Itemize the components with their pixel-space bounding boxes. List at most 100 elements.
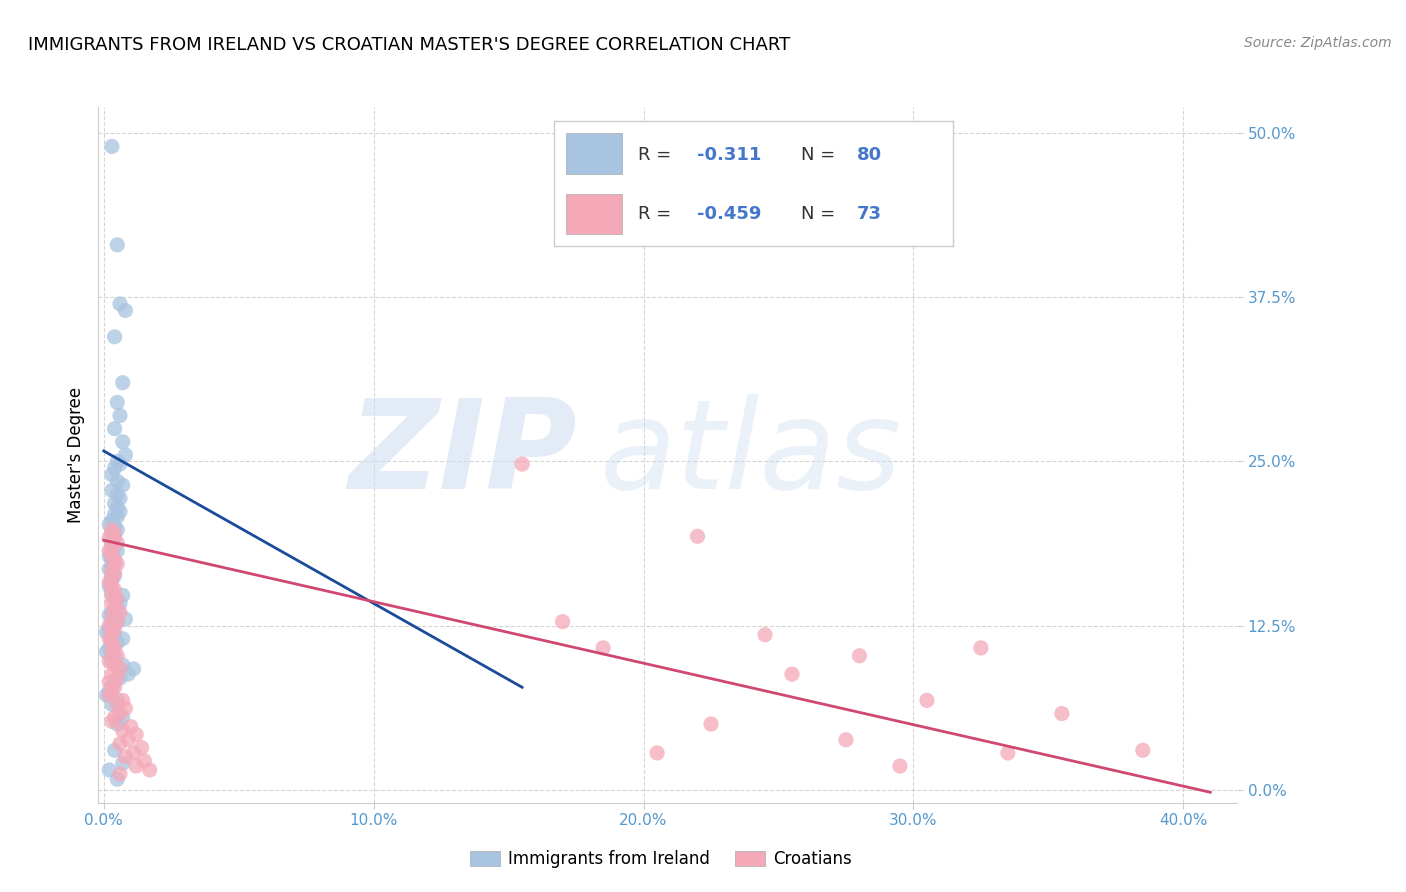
Point [131,740,153,755]
Point [104,648,127,663]
Point [122,662,145,676]
Point [101,667,124,681]
Point [101,514,124,528]
Point [98,688,121,702]
Point [105,509,128,524]
Point [101,549,124,563]
Point [117,732,139,747]
Point [105,698,128,712]
Point [105,523,128,537]
Point [105,543,128,558]
Point [134,754,156,768]
Point [111,632,134,646]
Point [101,566,124,580]
Point [104,422,127,436]
Point [101,635,124,649]
Point [108,671,131,685]
Point [105,557,128,571]
Point [101,645,124,659]
Point [104,592,127,607]
Point [108,606,131,620]
Point [114,612,136,626]
Point [104,623,127,637]
Point [754,628,776,642]
Point [105,238,128,252]
Point [101,573,124,587]
Point [108,297,131,311]
Point [98,640,121,655]
Point [104,566,127,580]
Point [111,693,134,707]
Point [101,536,124,550]
Point [104,526,127,541]
Point [98,549,121,563]
Point [101,526,124,541]
Point [108,737,131,751]
Point [114,701,136,715]
Point [101,139,124,153]
Point [105,671,128,685]
Point [122,746,145,760]
Point [111,723,134,738]
Point [105,717,128,731]
Point [104,520,127,534]
Point [105,592,128,607]
Point [104,675,127,690]
Point [98,763,121,777]
Point [105,635,128,649]
Point [1050,706,1073,721]
Point [104,553,127,567]
Point [101,579,124,593]
Text: ZIP: ZIP [349,394,576,516]
Point [98,562,121,576]
Y-axis label: Master's Degree: Master's Degree [66,387,84,523]
Point [114,749,136,764]
Point [108,706,131,721]
Point [108,662,131,676]
Point [125,759,148,773]
Point [98,684,121,698]
Point [551,615,574,629]
Point [105,500,128,515]
Point [114,303,136,318]
Point [104,540,127,554]
Point [105,772,128,787]
Point [117,667,139,681]
Point [105,648,128,663]
Point [96,625,118,640]
Point [101,553,124,567]
Point [111,710,134,724]
Point [98,575,121,590]
Point [104,680,127,694]
Point [111,478,134,492]
Point [889,759,911,773]
Point [96,645,118,659]
Point [101,523,124,537]
Point [125,727,148,741]
Point [101,698,124,712]
Point [105,693,128,707]
Point [780,667,803,681]
Legend: Immigrants from Ireland, Croatians: Immigrants from Ireland, Croatians [463,844,859,875]
Point [104,743,127,757]
Point [970,640,993,655]
Point [98,675,121,690]
Point [104,628,127,642]
Point [138,763,160,777]
Point [101,714,124,729]
Point [111,434,134,449]
Point [835,732,858,747]
Point [108,457,131,471]
Point [96,688,118,702]
Point [592,640,614,655]
Point [105,601,128,615]
Point [111,588,134,602]
Point [105,615,128,629]
Point [686,529,709,543]
Point [98,517,121,532]
Point [101,562,124,576]
Point [108,491,131,506]
Point [101,588,124,602]
Point [104,657,127,672]
Point [114,448,136,462]
